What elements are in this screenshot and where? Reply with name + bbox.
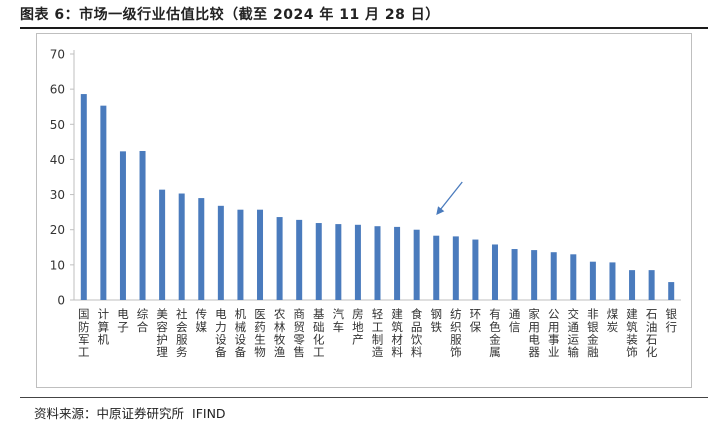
x-category-label: 汽车 [331,307,345,333]
x-category-label: 机械设备 [233,307,247,359]
bar [296,219,303,300]
x-category-label: 有色金属 [488,307,502,359]
bar [354,224,361,300]
bar [159,189,166,300]
bar [276,217,283,300]
bar [119,151,126,300]
footer-rule [20,397,708,398]
source-label: 资料来源：中原证券研究所 [34,406,185,421]
y-tick-label: 0 [57,294,65,308]
x-category-label: 轻工制造 [371,307,385,359]
x-category-label: 非银金融 [586,308,600,359]
x-category-label: 环保 [468,308,482,333]
bar [257,209,264,300]
x-category-label: 国防军工 [77,308,91,359]
y-tick-label: 10 [50,258,65,272]
x-category-label: 房地产 [351,308,365,346]
bar [178,193,185,300]
bar [629,270,636,300]
source-note: 资料来源：中原证券研究所 IFIND [34,404,226,424]
y-tick-label: 40 [50,153,65,167]
bar [531,250,538,300]
x-category-label: 计算机 [96,308,110,346]
x-category-label: 医药生物 [253,308,267,359]
x-category-label: 电力设备 [214,308,228,359]
bar [237,209,244,300]
x-category-label: 石油石化 [645,308,659,359]
x-category-label: 电子 [116,308,130,333]
y-tick-label: 20 [50,223,65,237]
bar [315,223,322,300]
bar [198,198,205,300]
bar [452,236,459,300]
figure-title: 图表 6：市场一级行业估值比较（截至 2024 年 11 月 28 日） [20,7,440,23]
y-tick-label: 50 [50,118,65,132]
bar [648,270,655,300]
bar [139,150,146,300]
x-category-label: 商贸零售 [292,307,306,359]
x-category-label: 基础化工 [312,308,326,359]
y-tick-label: 60 [50,83,65,97]
x-category-label: 传媒 [194,307,208,333]
x-category-label: 通信 [508,308,522,333]
x-category-label: 煤炭 [605,308,619,333]
x-category-label: 美容护理 [155,307,169,359]
title-rule [20,27,708,29]
x-category-label: 家用电器 [527,307,541,359]
x-category-label: 交通运输 [566,307,580,359]
bar [550,252,557,300]
x-category-label: 社会服务 [175,307,189,359]
x-category-label: 建筑装饰 [625,307,639,359]
bar [589,261,596,300]
x-category-label: 银行 [664,307,678,333]
bar [80,94,87,300]
x-category-label: 食品饮料 [410,307,424,359]
annotation-arrow-head [436,206,445,215]
bar [511,249,518,300]
bar [472,239,479,300]
annotation-arrow-shaft [438,181,463,212]
x-category-label: 综合 [136,307,150,333]
y-tick-label: 30 [50,188,65,202]
bar [100,105,107,300]
bar [433,235,440,300]
bar [413,229,420,300]
source-provider: IFIND [192,406,226,421]
bar [570,254,577,300]
x-category-label: 纺织服饰 [449,307,463,359]
bar [374,226,381,300]
bar [491,244,498,300]
y-tick-label: 70 [50,48,65,62]
x-category-label: 农林牧渔 [273,307,287,359]
x-category-label: 公用事业 [547,308,561,359]
bar [394,226,401,300]
bar-chart: 0 10 20 30 40 50 60 70 国防军工 计算机 电子 综合 美容护理 社会服务 传媒 电力设备… [50,48,681,359]
bar [217,205,224,300]
bar [668,282,675,300]
x-category-label: 建筑材料 [390,307,404,359]
x-category-label: 钢铁 [429,308,443,333]
bar [609,262,616,300]
bar [335,224,342,300]
chart-frame: 0 10 20 30 40 50 60 70 国防军工 计算机 电子 综合 美容护理 社会服务 传媒 电力设备… [36,33,692,388]
